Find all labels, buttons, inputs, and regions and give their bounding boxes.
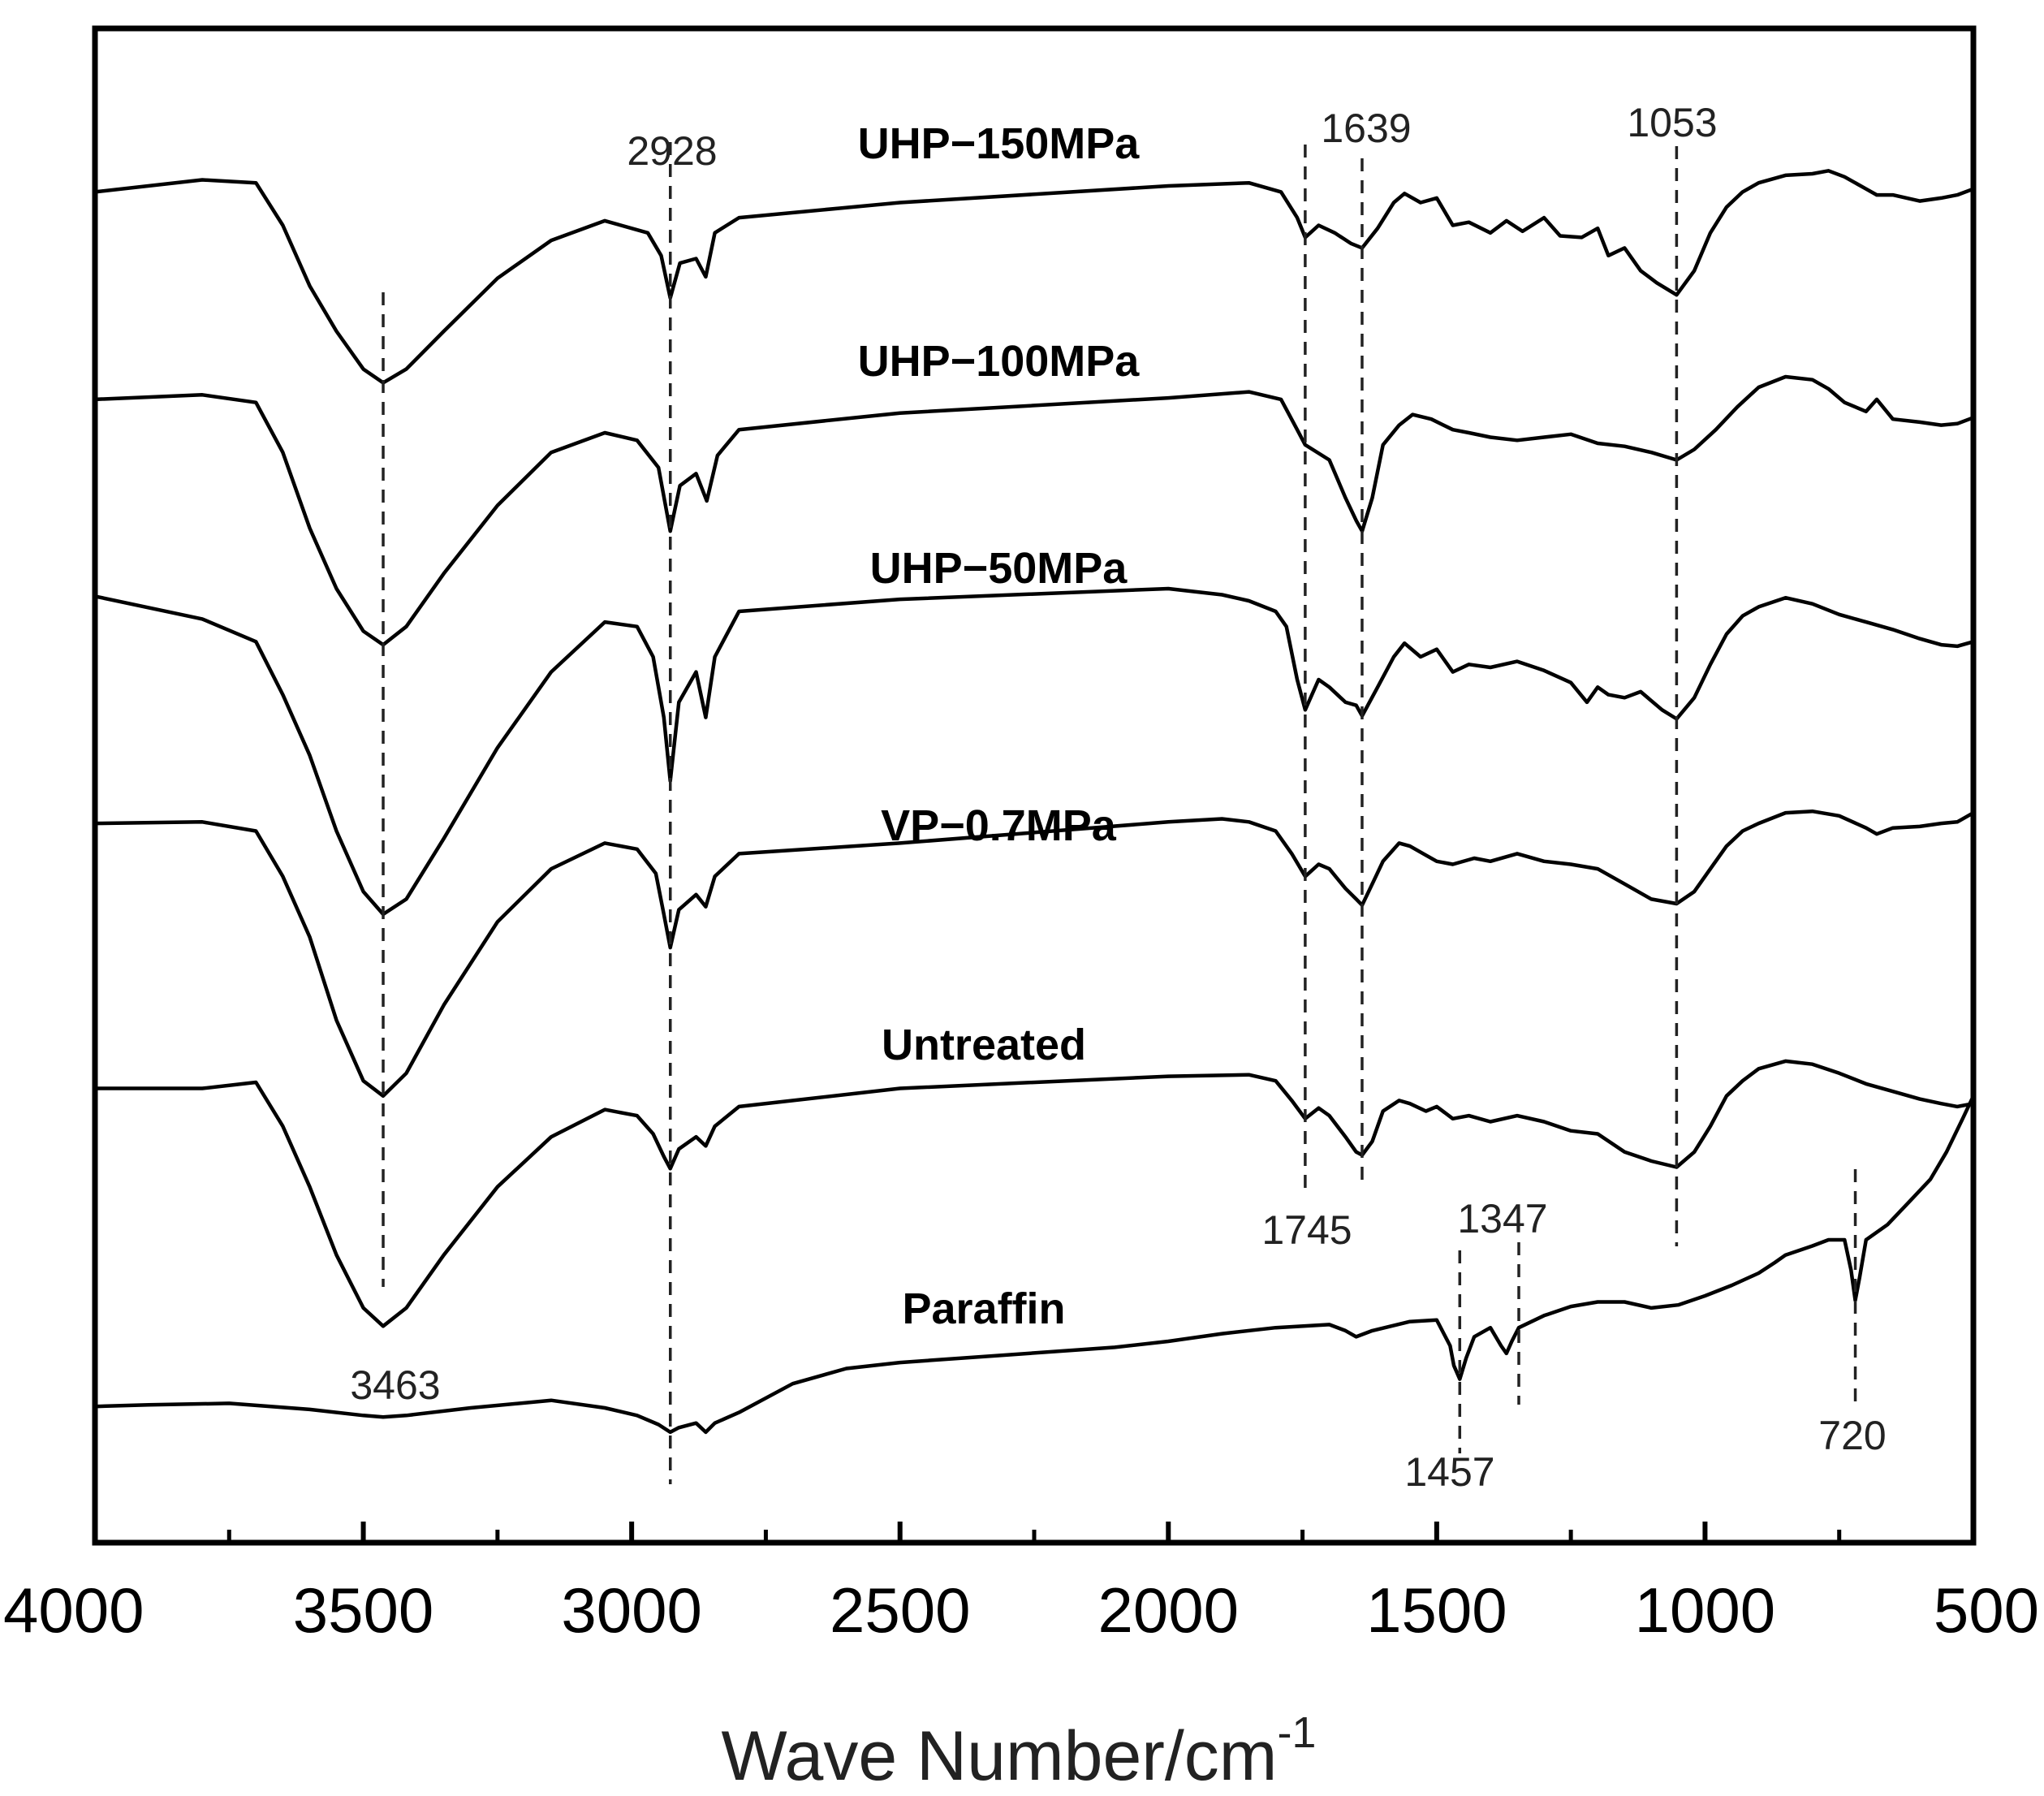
- peak-label-1457: 1457: [1404, 1449, 1494, 1495]
- x-tick-label-3500: 3500: [293, 1574, 434, 1646]
- x-tick-label-2500: 2500: [830, 1574, 971, 1646]
- peak-label-1745: 1745: [1261, 1207, 1352, 1253]
- series-label-uhp-50: UHP−50MPa: [870, 544, 1128, 593]
- peak-label-2928: 2928: [627, 128, 717, 174]
- series-label-uhp-150: UHP−150MPa: [858, 119, 1141, 168]
- x-tick-label-2000: 2000: [1098, 1574, 1240, 1646]
- series-labels: UHP−150MPa UHP−100MPa UHP−50MPa VP−0.7MP…: [858, 119, 1141, 1333]
- x-axis-tick-labels: 4000 3500 3000 2500 2000 1500 1000 500: [3, 1574, 2039, 1646]
- x-tick-label-1500: 1500: [1366, 1574, 1507, 1646]
- spectrum-line-uhp-50mpa: [93, 586, 1976, 917]
- x-axis-title: Wave Number/cm-1: [722, 1708, 1317, 1795]
- spectrum-line-paraffin: [93, 1094, 1976, 1435]
- series-label-untreated: Untreated: [882, 1021, 1086, 1069]
- peak-label-720: 720: [1818, 1413, 1886, 1458]
- peak-reference-lines: [382, 142, 1857, 1484]
- x-axis-title-superscript: -1: [1277, 1708, 1316, 1757]
- peak-label-3463: 3463: [350, 1362, 440, 1408]
- spectrum-line-untreated: [93, 1059, 1976, 1328]
- peak-labels: 3463 2928 1745 1639 1457 1347 1053 720: [350, 100, 1886, 1495]
- spectra-group: [93, 169, 1976, 1435]
- peak-label-1347: 1347: [1457, 1196, 1547, 1241]
- x-axis-title-text: Wave Number/cm: [722, 1717, 1278, 1795]
- series-label-uhp-100: UHP−100MPa: [858, 337, 1141, 386]
- x-tick-label-3000: 3000: [561, 1574, 702, 1646]
- spectrum-line-uhp-100mpa: [93, 374, 1976, 647]
- series-label-paraffin: Paraffin: [902, 1284, 1065, 1333]
- series-label-vp-07: VP−0.7MPa: [881, 801, 1117, 850]
- x-axis-ticks: [93, 1522, 1976, 1543]
- peak-label-1639: 1639: [1321, 106, 1411, 151]
- x-tick-label-4000: 4000: [3, 1574, 144, 1646]
- x-tick-label-1000: 1000: [1635, 1574, 1776, 1646]
- peak-label-1053: 1053: [1627, 100, 1717, 145]
- x-tick-label-500: 500: [1934, 1574, 2039, 1646]
- spectrum-line-uhp-150mpa: [93, 169, 1976, 385]
- spectrum-line-vp-0-7mpa: [93, 809, 1976, 1099]
